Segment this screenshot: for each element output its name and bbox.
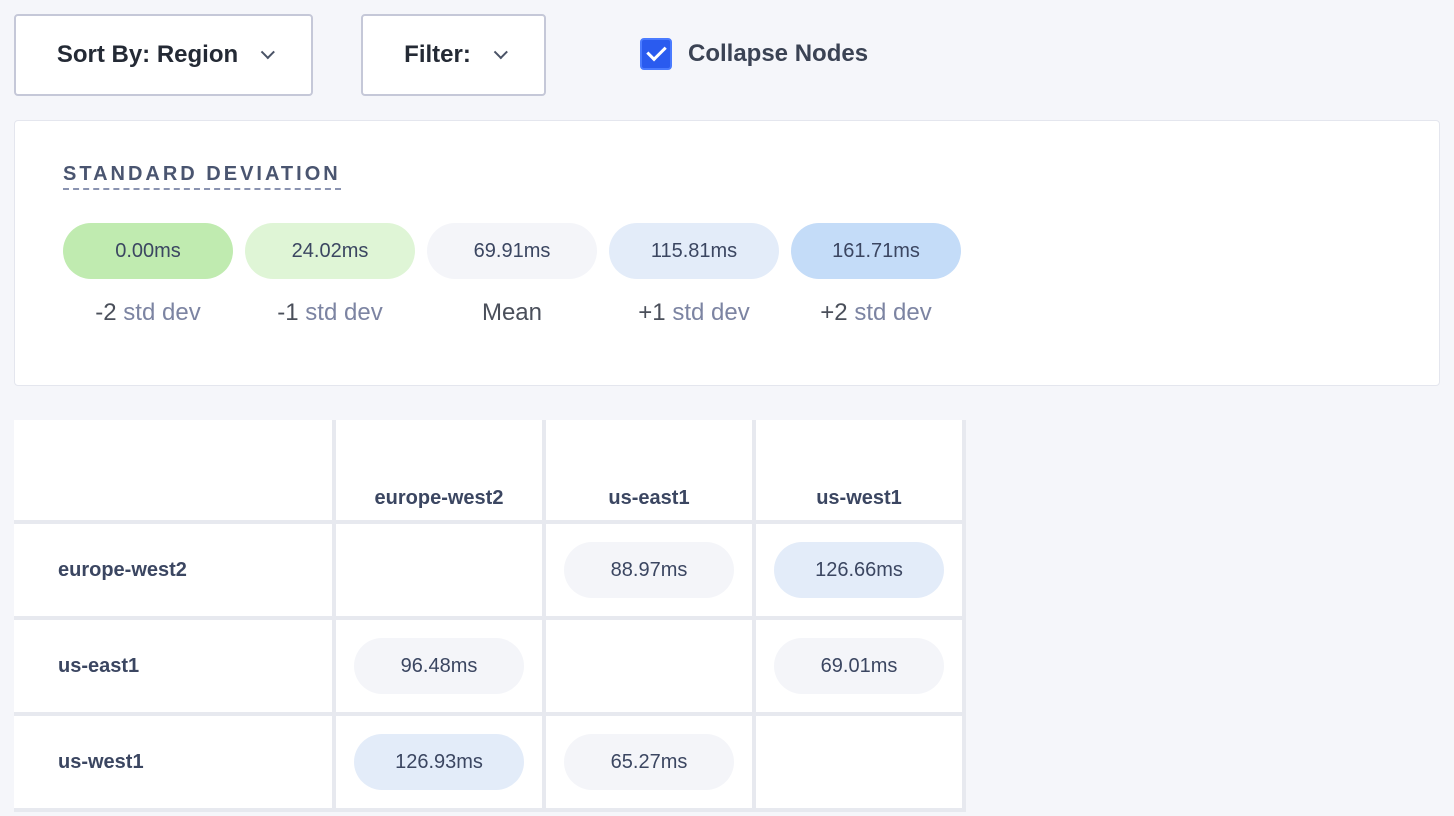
column-header: us-east1 (542, 420, 756, 524)
legend-value-pill: 115.81ms (609, 223, 779, 279)
column-header: us-west1 (752, 420, 966, 524)
table-row: us-east1 96.48ms 69.01ms (14, 616, 966, 716)
standard-deviation-legend: STANDARD DEVIATION 0.00ms -2 std dev 24.02… (14, 120, 1440, 386)
latency-pill: 96.48ms (354, 638, 524, 694)
latency-pill: 126.93ms (354, 734, 524, 790)
collapse-nodes-label: Collapse Nodes (688, 40, 869, 67)
matrix-cell: 65.27ms (542, 712, 756, 812)
latency-pill: 126.66ms (774, 542, 944, 598)
column-header: europe-west2 (332, 420, 546, 524)
latency-matrix: europe-west2 us-east1 us-west1 europe-west… (14, 420, 966, 812)
legend-label: +1 std dev (638, 299, 749, 327)
legend-value-pill: 161.71ms (791, 223, 961, 279)
legend-label-suffix: std dev (847, 299, 932, 326)
legend-item: 115.81ms +1 std dev (609, 223, 779, 327)
collapse-nodes-checkbox[interactable] (640, 38, 672, 70)
sort-by-label: Sort By: Region (56, 41, 239, 68)
legend-label-prefix: -2 (95, 299, 117, 326)
legend-label-suffix: std dev (116, 299, 201, 326)
legend-label: Mean (482, 299, 542, 327)
legend-value-pill: 69.91ms (427, 223, 597, 279)
legend-value-pill: 0.00ms (63, 223, 233, 279)
legend-label: -1 std dev (277, 299, 382, 327)
row-header: us-east1 (14, 616, 336, 716)
matrix-cell: 88.97ms (542, 522, 756, 620)
matrix-cell (332, 522, 546, 620)
legend-item: 0.00ms -2 std dev (63, 223, 233, 327)
legend-item: 24.02ms -1 std dev (245, 223, 415, 327)
filter-label: Filter: (404, 41, 471, 68)
matrix-cell: 96.48ms (332, 616, 546, 716)
legend-item: 69.91ms Mean (427, 223, 597, 327)
row-header: europe-west2 (14, 522, 336, 620)
latency-pill: 88.97ms (564, 542, 734, 598)
legend-label-prefix: +1 (638, 299, 666, 326)
legend-label-prefix: +2 (820, 299, 848, 326)
filter-dropdown[interactable]: Filter: (361, 14, 546, 96)
matrix-cell: 126.93ms (332, 712, 546, 812)
table-row: us-west1 126.93ms 65.27ms (14, 712, 966, 812)
legend-label: +2 std dev (820, 299, 931, 327)
table-row: europe-west2 88.97ms 126.66ms (14, 522, 966, 620)
matrix-cell (752, 712, 966, 812)
row-header: us-west1 (14, 712, 336, 812)
legend-item: 161.71ms +2 std dev (791, 223, 961, 327)
latency-pill: 69.01ms (774, 638, 944, 694)
corner-cell (14, 420, 336, 524)
legend-label-prefix: -1 (277, 299, 299, 326)
legend-value-pill: 24.02ms (245, 223, 415, 279)
legend-label-prefix: Mean (481, 299, 543, 326)
matrix-cell (542, 616, 756, 716)
sort-by-dropdown[interactable]: Sort By: Region (14, 14, 313, 96)
legend-label-suffix: std dev (298, 299, 383, 326)
matrix-cell: 126.66ms (752, 522, 966, 620)
matrix-cell: 69.01ms (752, 616, 966, 716)
legend-label: -2 std dev (95, 299, 200, 327)
chevron-down-icon (493, 45, 508, 60)
legend-title: STANDARD DEVIATION (63, 163, 341, 190)
legend-label-suffix: std dev (665, 299, 750, 326)
collapse-nodes-toggle[interactable]: Collapse Nodes (640, 38, 868, 70)
chevron-down-icon (260, 45, 276, 60)
latency-pill: 65.27ms (564, 734, 734, 790)
